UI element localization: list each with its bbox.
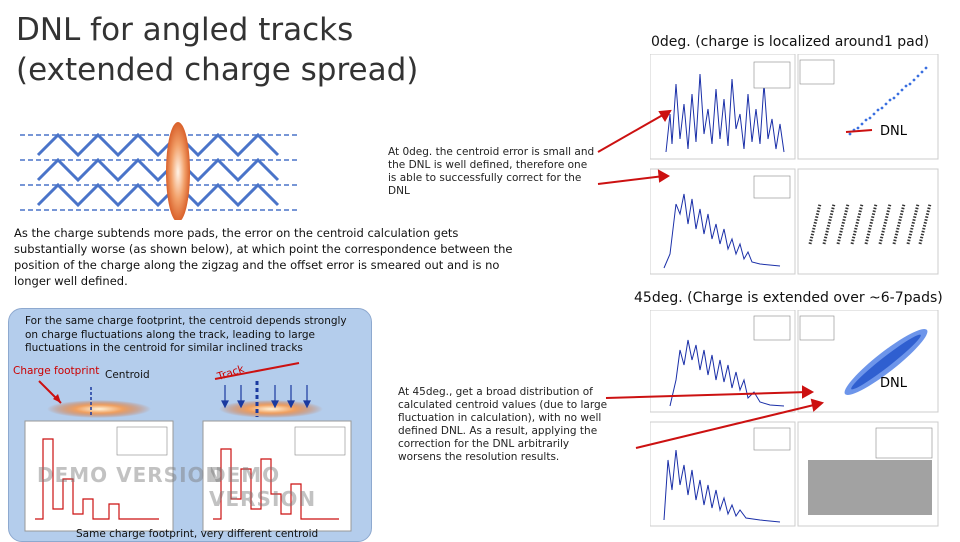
note-45deg: At 45deg., get a broad distribution of c… [398, 386, 608, 463]
demo-watermark-right: DEMO VERSION [209, 463, 317, 511]
box-explanation-text: For the same charge footprint, the centr… [25, 315, 347, 354]
residual-cloud-45deg [808, 460, 932, 515]
caption-45deg: 45deg. (Charge is extended over ~6-7pads… [634, 290, 943, 306]
dnl-label-0deg: DNL [880, 124, 907, 139]
arrow-note-to-0deg-bottom [597, 175, 665, 185]
pad-arrows [221, 385, 311, 409]
charge-cloud-ellipse [166, 122, 190, 220]
dnl-scatter-0deg [848, 66, 928, 136]
zigzag-pad-diagram [20, 122, 300, 220]
residual-bands-0deg [808, 203, 932, 245]
histogram-45deg-y [663, 449, 781, 523]
title-line-1: DNL for angled tracks [16, 12, 354, 48]
note-0deg: At 0deg. the centroid error is small and… [388, 146, 595, 197]
main-explanation-text: As the charge subtends more pads, the er… [14, 226, 513, 288]
demo-watermark-left: DEMO VERSION [37, 463, 224, 487]
plot-0deg-residual [797, 168, 939, 275]
charge-footprint-label: Charge footprint [13, 365, 100, 377]
dnl-scatter-45deg [844, 329, 928, 395]
charge-footprint-box: For the same charge footprint, the centr… [8, 308, 372, 542]
arrow-note-to-45deg-scatter [635, 403, 819, 449]
centroid-label: Centroid [105, 369, 150, 381]
arrow-dnl-0deg [845, 129, 873, 133]
zigzag-pads [36, 132, 280, 208]
footprint-diagram [24, 362, 352, 532]
histogram-45deg-x [669, 339, 785, 407]
title-line-2: (extended charge spread) [16, 52, 419, 88]
arrow-note-to-45deg-dnl [605, 391, 809, 399]
slide-title: DNL for angled tracks (extended charge s… [16, 10, 418, 90]
histogram-0deg-y [663, 193, 781, 269]
charge-footprint-left [47, 400, 151, 418]
caption-0deg: 0deg. (charge is localized around1 pad) [651, 34, 930, 50]
arrow-note-to-0deg-top [597, 111, 669, 153]
box-bottom-caption: Same charge footprint, very different ce… [76, 528, 319, 540]
pad-boundary-lines [20, 134, 300, 211]
track-arrow [214, 362, 300, 380]
dnl-label-45deg: DNL [880, 376, 907, 391]
plots-0deg [650, 54, 939, 275]
charge-footprint-right [219, 400, 323, 418]
